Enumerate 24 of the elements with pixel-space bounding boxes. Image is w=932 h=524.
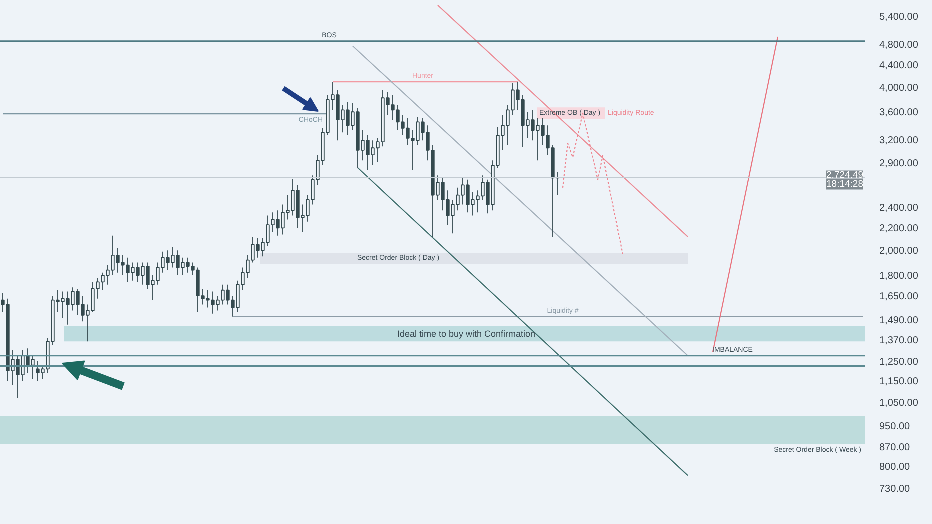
y-tick-label: 870.00 — [880, 442, 911, 454]
y-tick-label: 1,490.00 — [880, 316, 919, 327]
y-tick-label: 2,900.00 — [880, 158, 919, 170]
y-tick-label: 2,400.00 — [880, 203, 919, 214]
y-tick-label: 4,000.00 — [880, 82, 919, 94]
y-tick-label: 1,050.00 — [880, 398, 919, 410]
y-tick-label: 1,150.00 — [880, 376, 919, 388]
y-tick-label: 2,200.00 — [880, 224, 919, 235]
y-tick-label: 3,200.00 — [880, 135, 919, 146]
y-tick-label: 1,370.00 — [880, 335, 919, 346]
y-tick-label: 1,250.00 — [880, 356, 919, 368]
y-tick-label: 730.00 — [880, 484, 911, 495]
y-tick-label: 4,400.00 — [880, 60, 919, 72]
y-tick-label: 4,800.00 — [880, 40, 919, 51]
band-label: Ideal time to buy with Confirmation — [397, 329, 536, 340]
y-tick-label: 5,400.00 — [880, 12, 919, 24]
annotation: 18:14:28 — [826, 178, 864, 190]
y-tick-label: 1,800.00 — [880, 271, 919, 282]
y-tick-label: 1,650.00 — [880, 292, 919, 303]
y-tick-label: 2,000.00 — [880, 246, 919, 258]
y-tick-label: 950.00 — [880, 422, 911, 433]
ref-line-label: 2,724.49 — [826, 170, 864, 181]
y-tick-label: 800.00 — [880, 462, 911, 474]
y-tick-label: 3,600.00 — [880, 108, 919, 119]
